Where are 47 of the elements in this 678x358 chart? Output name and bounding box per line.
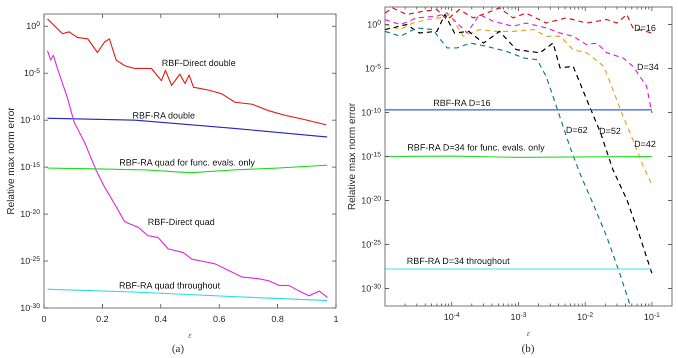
x-tick-label: 0.8 xyxy=(271,314,284,324)
series-label: RBF-RA double xyxy=(132,110,195,121)
y-tick-label: 10$^{-10}$ xyxy=(361,107,382,118)
line-series xyxy=(46,288,328,302)
series-label: D=42 xyxy=(634,139,656,150)
y-tick-label: 10$^{-5}$ xyxy=(364,63,382,74)
y-tick-label: 10$^{-30}$ xyxy=(20,302,40,313)
series-label: RBF-RA D=34 for func. evals. only xyxy=(407,142,546,153)
y-tick-label: 10$^{0}$ xyxy=(26,20,40,32)
y-tick-label: 10$^{-25}$ xyxy=(361,238,382,250)
y-axis-title: Relative max norm error xyxy=(6,106,17,215)
series-label: D=52 xyxy=(599,126,621,136)
y-tick-label: 10$^{-15}$ xyxy=(20,162,40,172)
series-label: D=62 xyxy=(566,125,588,136)
series-label: RBF-Direct quad xyxy=(148,217,215,228)
line-series xyxy=(46,18,327,126)
series-label: RBF-Direct double xyxy=(162,58,236,69)
text: (a) xyxy=(172,343,184,355)
y-tick-label: 10$^{-20}$ xyxy=(20,208,40,220)
x-tick-label: 10$^{-4}$ xyxy=(444,312,460,322)
y-tick-label: 10$^{-10}$ xyxy=(20,114,40,126)
y-axis-title: Relative max norm error xyxy=(347,102,358,210)
x-tick-label: 0.4 xyxy=(154,314,168,324)
x-tick-label: 10$^{-1}$ xyxy=(644,312,660,322)
series-label: D=34 xyxy=(637,62,659,72)
y-tick-label: 10$^{-15}$ xyxy=(361,151,382,162)
y-tick-label: 10$^{-30}$ xyxy=(361,282,382,294)
x-tick-label: 1 xyxy=(333,314,339,324)
y-tick-label: 10$^{0}$ xyxy=(367,19,382,30)
x-tick-label: 0.2 xyxy=(96,314,109,324)
x-tick-label: 10$^{-3}$ xyxy=(510,312,527,322)
y-tick-label: 10$^{-20}$ xyxy=(361,194,382,206)
x-tick-label: 10$^{-2}$ xyxy=(577,312,594,322)
x-tick-label: 0 xyxy=(41,314,47,324)
text: (b) xyxy=(522,343,535,355)
series-label: D=16 xyxy=(634,24,656,34)
x-axis-title: ε xyxy=(188,330,192,340)
x-tick-label: 0.6 xyxy=(212,314,226,324)
x-axis-title: ε xyxy=(526,328,531,338)
y-tick-label: 10$^{-5}$ xyxy=(24,68,40,78)
series-label: RBF-RA D=16 xyxy=(433,98,491,108)
series-label: RBF-RA quad throughout xyxy=(119,281,221,292)
series-label: RBF-RA D=34 throughout xyxy=(406,256,510,266)
line-series xyxy=(46,50,328,298)
y-tick-label: 10$^{-25}$ xyxy=(20,256,40,266)
line-series xyxy=(46,118,328,138)
series-label: RBF-RA quad for func. evals. only xyxy=(119,158,256,168)
